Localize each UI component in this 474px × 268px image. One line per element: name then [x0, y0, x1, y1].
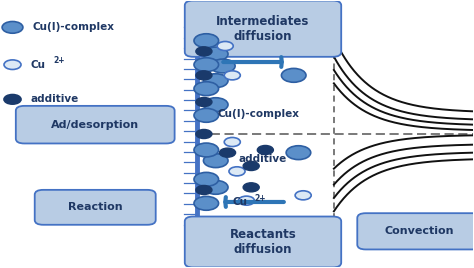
Circle shape: [194, 172, 219, 186]
Text: additive: additive: [30, 94, 79, 104]
Circle shape: [196, 71, 212, 80]
Text: 2+: 2+: [53, 56, 64, 65]
Text: Convection: Convection: [384, 226, 454, 236]
Circle shape: [194, 58, 219, 72]
Circle shape: [217, 42, 233, 51]
FancyBboxPatch shape: [35, 190, 156, 225]
Circle shape: [196, 129, 212, 139]
Text: Reaction: Reaction: [68, 202, 123, 212]
Text: Cu(I)-complex: Cu(I)-complex: [217, 109, 299, 119]
Circle shape: [194, 34, 219, 48]
Text: Ad/desorption: Ad/desorption: [51, 120, 139, 130]
Circle shape: [194, 143, 219, 157]
Circle shape: [203, 47, 228, 61]
Circle shape: [203, 74, 228, 88]
Circle shape: [219, 148, 236, 157]
Text: Cu(I)-complex: Cu(I)-complex: [32, 22, 114, 32]
Circle shape: [243, 183, 259, 192]
Circle shape: [238, 196, 255, 205]
FancyBboxPatch shape: [16, 106, 174, 143]
Circle shape: [203, 154, 228, 168]
Text: Cu: Cu: [30, 60, 46, 70]
Circle shape: [203, 98, 228, 111]
FancyBboxPatch shape: [185, 217, 341, 267]
Circle shape: [194, 196, 219, 210]
Circle shape: [194, 108, 219, 122]
Circle shape: [196, 47, 212, 56]
FancyBboxPatch shape: [357, 213, 474, 250]
Circle shape: [203, 180, 228, 194]
Text: additive: additive: [239, 154, 287, 164]
Circle shape: [4, 95, 21, 104]
Text: Cu: Cu: [232, 197, 247, 207]
Circle shape: [243, 161, 259, 170]
Circle shape: [229, 167, 245, 176]
Circle shape: [286, 146, 311, 160]
Circle shape: [257, 146, 273, 155]
Circle shape: [4, 60, 21, 69]
Text: Intermediates
diffusion: Intermediates diffusion: [216, 15, 310, 43]
Circle shape: [196, 98, 212, 107]
Circle shape: [282, 68, 306, 82]
Circle shape: [210, 59, 235, 73]
Circle shape: [224, 71, 240, 80]
Circle shape: [224, 137, 240, 147]
Circle shape: [295, 191, 311, 200]
Circle shape: [194, 82, 219, 96]
Text: 2+: 2+: [254, 194, 265, 203]
Text: Reactants
diffusion: Reactants diffusion: [229, 228, 296, 256]
FancyBboxPatch shape: [185, 1, 341, 57]
Circle shape: [196, 185, 212, 195]
Circle shape: [2, 21, 23, 33]
